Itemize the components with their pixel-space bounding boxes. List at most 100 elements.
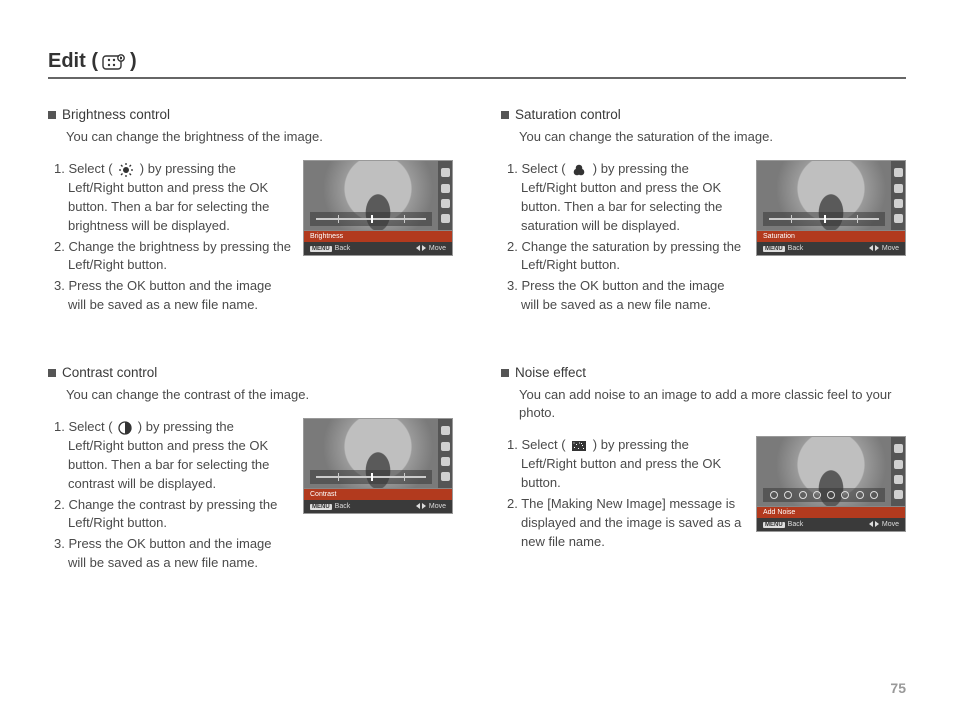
side-icon [441,472,450,481]
footer-move: Move [416,245,446,252]
row-icon [841,491,849,499]
bullet-square-icon [501,111,509,119]
row-icon [813,491,821,499]
side-icon [441,199,450,208]
thumbnail-label: Brightness [304,231,452,242]
section-heading: Contrast control [48,365,453,380]
thumbnail-slider [310,212,432,226]
thumbnail-image [757,437,905,507]
section-body: 1. Select ( ) by pressing the Left/Right… [501,436,906,553]
arrows-icon [869,521,879,528]
slider-track [316,476,426,478]
thumbnail-side-icons [891,161,905,230]
thumbnail-footer: MENUBack Move [304,242,452,255]
step-item: 1. Select ( ) by pressing the Left/Right… [507,160,746,235]
arrows-icon [416,245,426,252]
thumbnail-image [304,419,452,489]
section-body: 1. Select ( [48,160,453,317]
section-heading: Brightness control [48,107,453,122]
side-icon [894,460,903,469]
step-item: 2. Change the brightness by pressing the… [54,238,293,276]
thumbnail-image [757,161,905,231]
preview-thumbnail-contrast: Contrast MENUBack Move [303,418,453,514]
side-icon [441,214,450,223]
section-description: You can add noise to an image to add a m… [519,386,906,422]
right-column: Saturation control You can change the sa… [501,107,906,623]
side-icon [441,457,450,466]
row-icon [784,491,792,499]
heading-text: Brightness control [62,107,170,122]
title-suffix: ) [130,50,137,73]
preview-thumbnail-saturation: Saturation MENUBack Move [756,160,906,256]
section-noise: Noise effect You can add noise to an ima… [501,365,906,553]
steps-list: 1. Select ( ) by pressing the Left/Right… [48,418,293,575]
contrast-icon [118,421,132,435]
slider-track [316,218,426,220]
section-description: You can change the contrast of the image… [66,386,453,404]
side-icon [441,168,450,177]
side-icon [894,184,903,193]
footer-back: MENUBack [763,521,803,528]
footer-back: MENUBack [310,245,350,252]
step-item: 2. The [Making New Image] message is dis… [507,495,746,552]
section-heading: Noise effect [501,365,906,380]
section-description: You can change the saturation of the ima… [519,128,906,146]
step-item: 2. Change the contrast by pressing the L… [54,496,293,534]
thumbnail-footer: MENUBack Move [304,500,452,513]
step-item: 3. Press the OK button and the image wil… [54,277,293,315]
page-number: 75 [890,680,906,696]
row-icon [856,491,864,499]
slider-knob [824,215,826,223]
footer-move: Move [416,503,446,510]
step-item: 2. Change the saturation by pressing the… [507,238,746,276]
steps-list: 1. Select ( ) by pressing the Left/Right… [501,436,746,553]
steps-list: 1. Select ( ) by pressing the Left/Right… [501,160,746,317]
side-icon [894,475,903,484]
row-icon [870,491,878,499]
brightness-icon [118,162,134,178]
side-icon [894,168,903,177]
section-contrast: Contrast control You can change the cont… [48,365,453,575]
step-item: 3. Press the OK button and the image wil… [507,277,746,315]
heading-text: Contrast control [62,365,157,380]
slider-knob [371,473,373,481]
title-prefix: Edit ( [48,50,98,73]
thumbnail-label: Add Noise [757,507,905,518]
preview-thumbnail-brightness: Brightness MENUBack Move [303,160,453,256]
bullet-square-icon [48,369,56,377]
edit-palette-icon [102,53,126,71]
manual-page: Edit ( ) Brightne [0,0,954,623]
slider-track [769,218,879,220]
preview-thumbnail-noise: Add Noise MENUBack Move [756,436,906,532]
side-icon [894,199,903,208]
thumbnail-footer: MENUBack Move [757,242,905,255]
thumbnail-slider [763,212,885,226]
footer-back: MENUBack [310,503,350,510]
side-icon [894,444,903,453]
thumbnail-label: Contrast [304,489,452,500]
bullet-square-icon [48,111,56,119]
footer-move: Move [869,245,899,252]
thumbnail-label: Saturation [757,231,905,242]
saturation-icon [571,163,587,177]
side-icon [894,490,903,499]
side-icon [441,184,450,193]
step-item: 3. Press the OK button and the image wil… [54,535,293,573]
thumbnail-side-icons [438,419,452,488]
menu-badge-icon: MENU [763,522,785,528]
row-icon [770,491,778,499]
left-column: Brightness control You can change the br… [48,107,453,623]
footer-back: MENUBack [763,245,803,252]
thumbnail-icon-row [763,488,885,502]
section-heading: Saturation control [501,107,906,122]
title-row: Edit ( ) [48,50,906,79]
steps-list: 1. Select ( [48,160,293,317]
thumbnail-image [304,161,452,231]
footer-move: Move [869,521,899,528]
menu-badge-icon: MENU [310,504,332,510]
thumbnail-side-icons [438,161,452,230]
section-description: You can change the brightness of the ima… [66,128,453,146]
section-body: 1. Select ( ) by pressing the Left/Right… [501,160,906,317]
thumbnail-side-icons [891,437,905,506]
heading-text: Saturation control [515,107,621,122]
